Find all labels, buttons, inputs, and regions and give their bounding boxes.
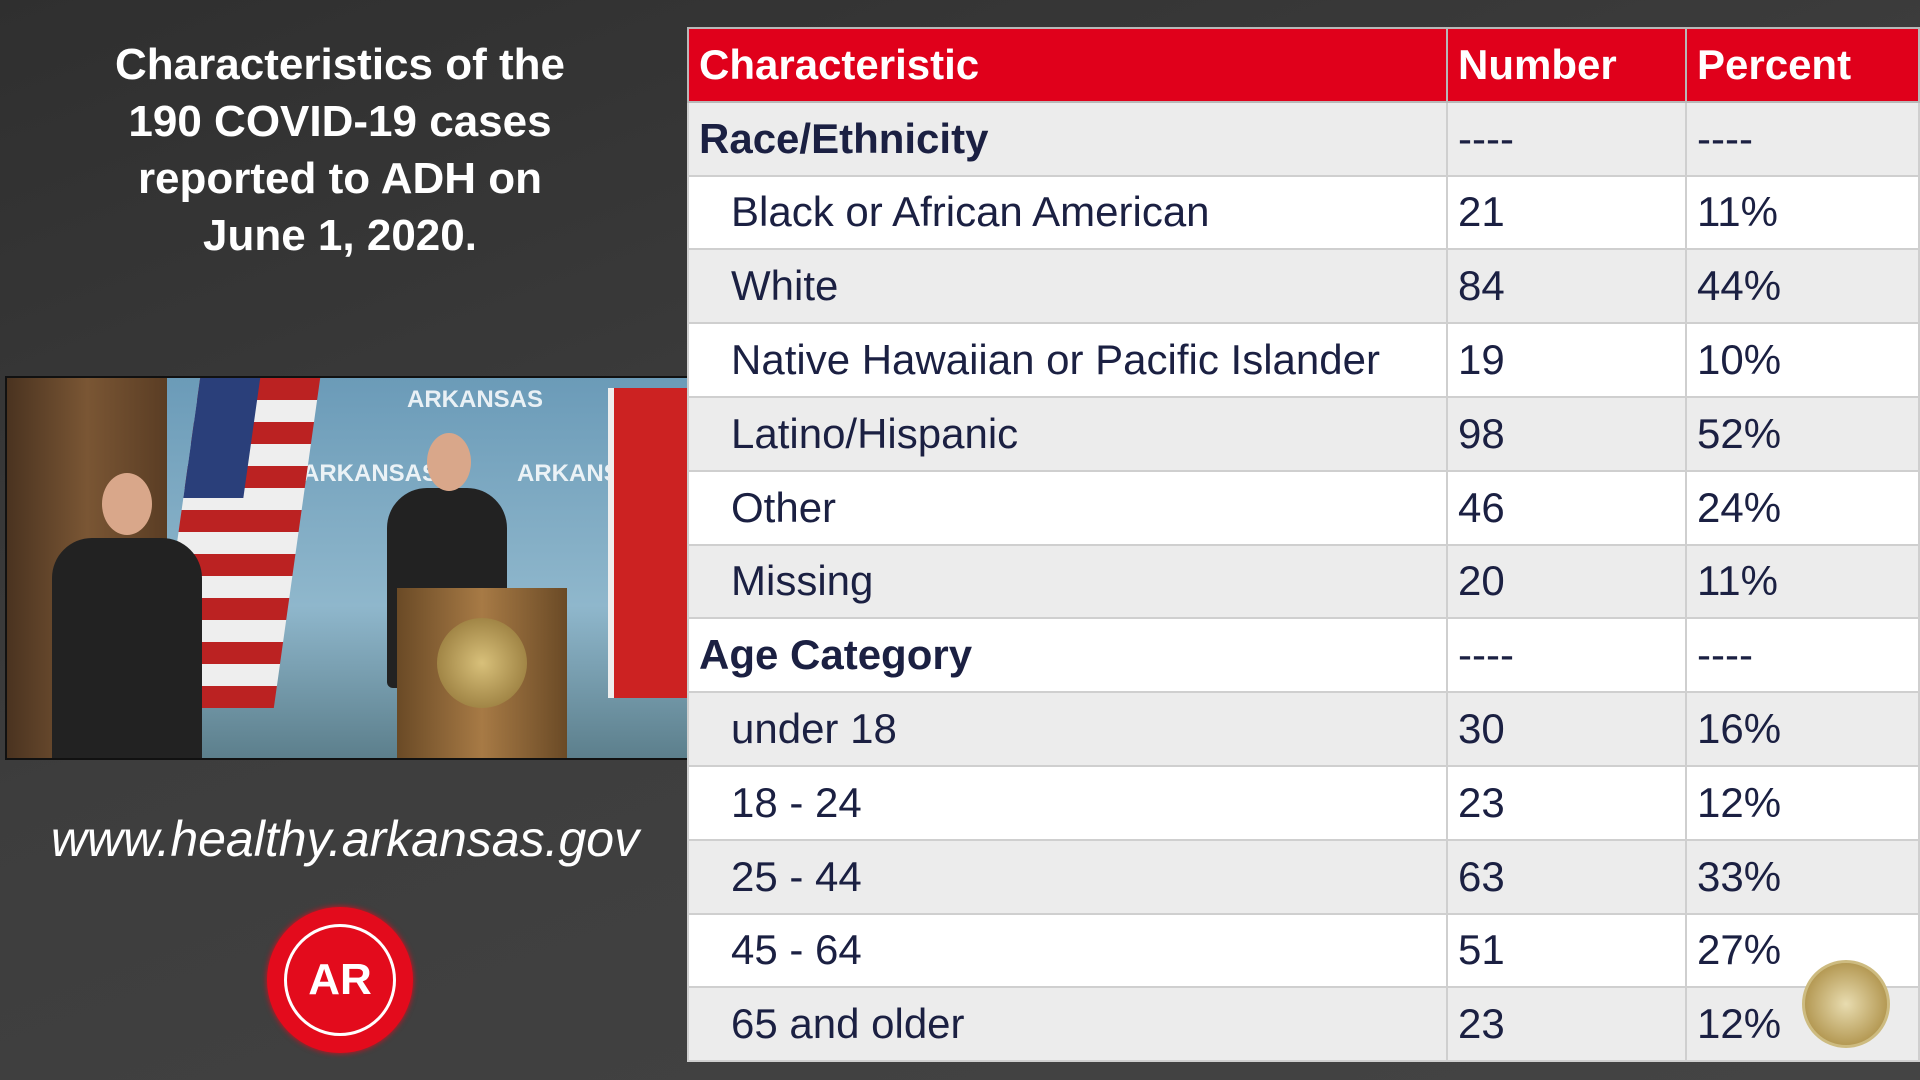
table-group-row: Age Category ---- ----	[687, 617, 1920, 694]
table-row: Latino/Hispanic 98 52%	[687, 395, 1920, 472]
interpreter	[52, 538, 202, 758]
table-row: 18 - 24 23 12%	[687, 764, 1920, 841]
row-number: 21	[1446, 174, 1687, 251]
adh-logo: AR	[267, 907, 413, 1053]
table-row: Missing 20 11%	[687, 543, 1920, 620]
row-percent: 52%	[1685, 395, 1920, 472]
row-label: Latino/Hispanic	[687, 395, 1448, 472]
table-row: Other 46 24%	[687, 469, 1920, 546]
row-percent: ----	[1685, 617, 1920, 694]
website-url: www.healthy.arkansas.gov	[50, 811, 640, 867]
governor-seal-icon	[1802, 960, 1890, 1048]
table-row: White 84 44%	[687, 248, 1920, 325]
row-percent: 24%	[1685, 469, 1920, 546]
row-percent: 44%	[1685, 248, 1920, 325]
row-percent: 33%	[1685, 838, 1920, 915]
row-number: 46	[1446, 469, 1687, 546]
table-row: 25 - 44 63 33%	[687, 838, 1920, 915]
row-percent: 16%	[1685, 691, 1920, 767]
title-line: 190 COVID-19 cases	[128, 97, 552, 146]
banner-text: ARKANSAS	[407, 386, 544, 413]
banner-text: ARKANSAS	[302, 460, 439, 487]
row-label: White	[687, 248, 1448, 325]
state-seal	[437, 618, 527, 708]
row-number: 98	[1446, 395, 1687, 472]
table-row: 65 and older 23 12%	[687, 986, 1920, 1063]
row-percent: 11%	[1685, 174, 1920, 251]
row-label: Race/Ethnicity	[687, 100, 1448, 177]
row-percent: 11%	[1685, 543, 1920, 620]
table-header-row: Characteristic Number Percent	[687, 27, 1920, 103]
characteristics-table: Characteristic Number Percent Race/Ethni…	[687, 27, 1920, 1063]
press-conference-video[interactable]: ARKANSAS ARKANSAS ARKANSAS	[5, 376, 690, 760]
row-percent: 27%	[1685, 912, 1920, 989]
row-label: under 18	[687, 691, 1448, 767]
row-percent: 10%	[1685, 322, 1920, 398]
row-number: 23	[1446, 986, 1687, 1063]
table-group-row: Race/Ethnicity ---- ----	[687, 100, 1920, 177]
table-row: Native Hawaiian or Pacific Islander 19 10%	[687, 322, 1920, 398]
row-number: 19	[1446, 322, 1687, 398]
row-number: ----	[1446, 617, 1687, 694]
row-number: 23	[1446, 764, 1687, 841]
row-label: 45 - 64	[687, 912, 1448, 989]
row-label: Other	[687, 469, 1448, 546]
row-number: 51	[1446, 912, 1687, 989]
title-line: reported to ADH on	[137, 154, 543, 203]
header-characteristic: Characteristic	[687, 27, 1448, 103]
table-row: under 18 30 16%	[687, 691, 1920, 767]
row-number: 30	[1446, 691, 1687, 767]
row-label: 25 - 44	[687, 838, 1448, 915]
row-label: Black or African American	[687, 174, 1448, 251]
row-number: 84	[1446, 248, 1687, 325]
header-percent: Percent	[1685, 27, 1920, 103]
title-line: June 1, 2020.	[203, 211, 477, 260]
slide-title: Characteristics of the 190 COVID-19 case…	[40, 36, 640, 264]
row-number: 63	[1446, 838, 1687, 915]
interpreter-head	[102, 473, 152, 535]
row-label: Native Hawaiian or Pacific Islander	[687, 322, 1448, 398]
table-row: 45 - 64 51 27%	[687, 912, 1920, 989]
speaker-head	[427, 433, 471, 491]
row-label: Age Category	[687, 617, 1448, 694]
header-number: Number	[1446, 27, 1687, 103]
row-number: 20	[1446, 543, 1687, 620]
table-row: Black or African American 21 11%	[687, 174, 1920, 251]
row-label: Missing	[687, 543, 1448, 620]
arkansas-flag	[608, 388, 688, 698]
row-number: ----	[1446, 100, 1687, 177]
logo-ring: AR	[284, 924, 396, 1036]
row-percent: 12%	[1685, 764, 1920, 841]
row-label: 18 - 24	[687, 764, 1448, 841]
row-percent: ----	[1685, 100, 1920, 177]
logo-text: AR	[308, 955, 372, 1004]
title-line: Characteristics of the	[115, 40, 565, 89]
row-label: 65 and older	[687, 986, 1448, 1063]
